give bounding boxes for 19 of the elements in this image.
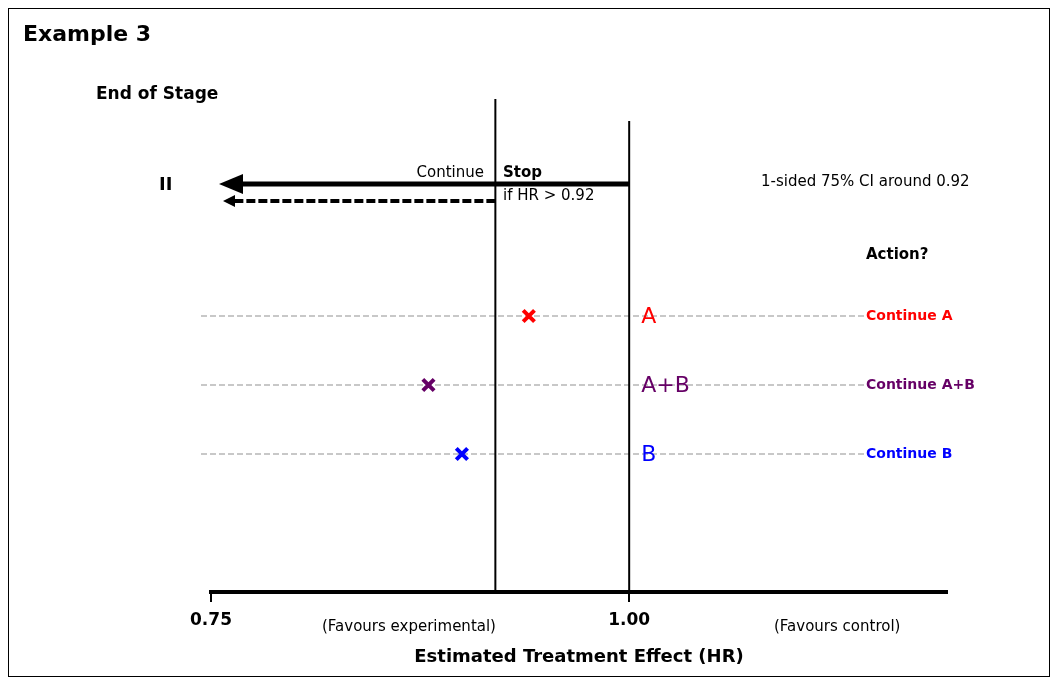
x-axis-title: Estimated Treatment Effect (HR) [414, 644, 744, 666]
annotation: Continue B [866, 444, 953, 461]
text: (Favours experimental) [322, 616, 496, 635]
y-tick-label: A+B [641, 371, 690, 397]
x-tick-label: 0.75 [190, 608, 232, 629]
annotation: Continue A [866, 306, 953, 323]
annotation: Action? [866, 244, 929, 263]
annotation: Continue [416, 162, 484, 181]
annotation: if HR > 0.92 [503, 185, 595, 204]
y-tick-label: A [641, 302, 657, 328]
y-tick-label: B [641, 440, 657, 466]
text: II [159, 172, 173, 194]
annotation: Stop [503, 162, 543, 181]
annotation: Continue A+B [866, 375, 975, 392]
annotation: 1-sided 75% CI around 0.92 [761, 171, 970, 190]
chart-title: Example 3 [23, 20, 152, 46]
x-tick-label: 1.00 [608, 608, 651, 629]
text: (Favours control) [774, 616, 901, 635]
text: End of Stage [96, 83, 219, 104]
